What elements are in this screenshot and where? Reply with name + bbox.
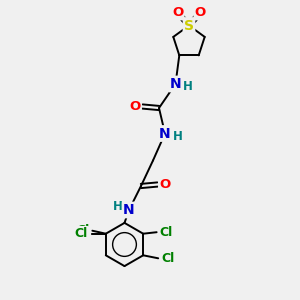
Text: H: H [113,200,122,214]
Text: N: N [159,127,171,140]
Text: N: N [170,77,181,91]
Text: O: O [195,6,206,19]
Text: H: H [183,80,193,93]
Text: Cl: Cl [159,226,172,239]
Text: Cl: Cl [77,224,90,237]
Text: O: O [172,6,183,19]
Text: O: O [159,178,171,191]
Text: Cl: Cl [161,252,174,265]
Text: O: O [129,100,141,113]
Text: N: N [123,203,135,217]
Text: Cl: Cl [75,227,88,240]
Text: S: S [184,19,194,32]
Text: H: H [173,130,182,143]
